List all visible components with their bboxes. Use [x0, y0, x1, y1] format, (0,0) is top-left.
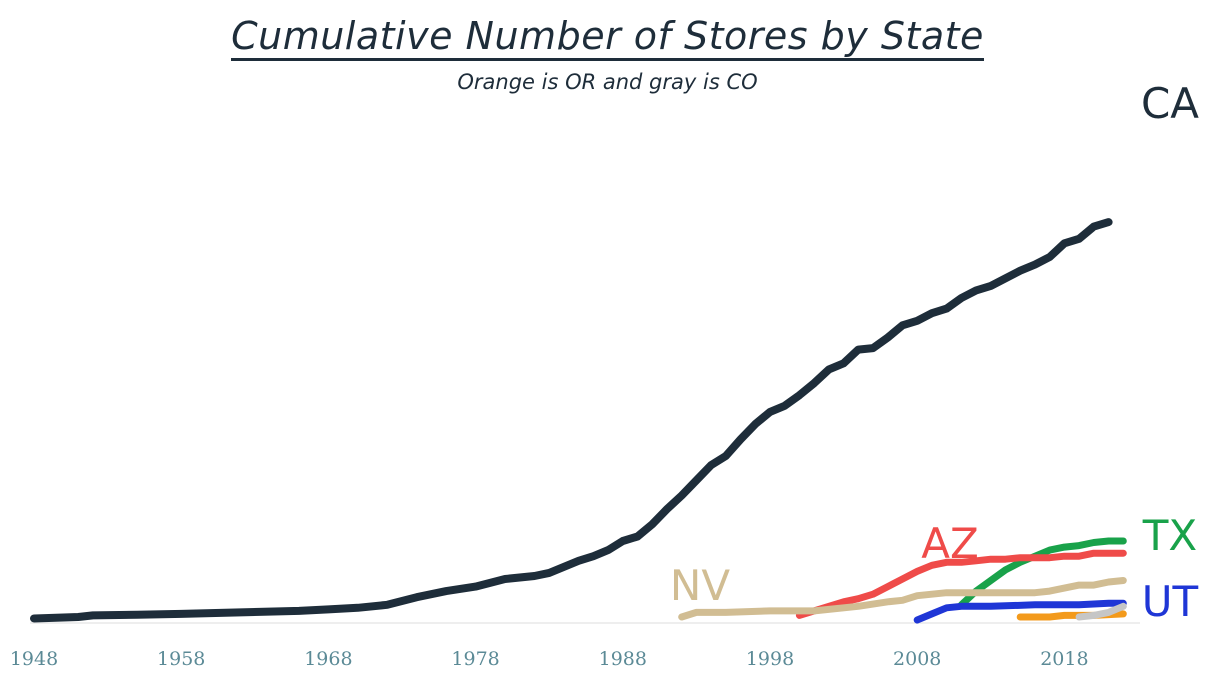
x-tick-label-1988: 1988	[599, 648, 647, 670]
series-label-ca: CA	[1141, 79, 1199, 128]
series-line-co	[1075, 602, 1127, 621]
series-line-ca	[30, 218, 1113, 623]
x-tick-label-1958: 1958	[157, 648, 205, 670]
x-tick-label-2018: 2018	[1040, 648, 1088, 670]
series-line-ut	[913, 599, 1127, 624]
series-label-az: AZ	[921, 519, 979, 568]
x-tick-label-1998: 1998	[746, 648, 794, 670]
series-line-az	[795, 549, 1127, 619]
series-label-ut: UT	[1142, 577, 1199, 626]
x-tick-label-1968: 1968	[304, 648, 352, 670]
series-line-nv	[678, 577, 1127, 621]
series-line-tx	[957, 537, 1127, 609]
chart-title: Cumulative Number of Stores by State	[0, 14, 1215, 61]
x-tick-label-2008: 2008	[893, 648, 941, 670]
series-label-tx: TX	[1142, 511, 1197, 560]
x-tick-label-1978: 1978	[451, 648, 499, 670]
x-tick-label-1948: 1948	[10, 648, 58, 670]
chart-subtitle: Orange is OR and gray is CO	[457, 70, 758, 94]
series-label-nv: NV	[670, 561, 730, 610]
